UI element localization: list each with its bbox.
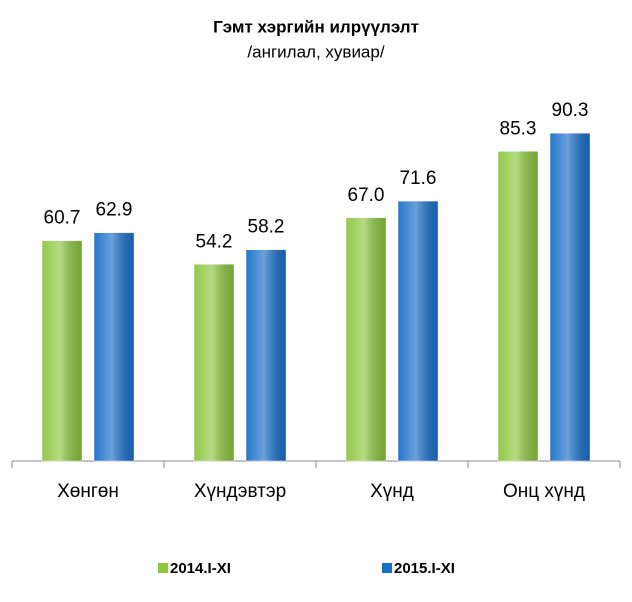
- bar-shine: [346, 217, 386, 461]
- bar-shine: [94, 232, 134, 461]
- legend-label: 2014.I-XI: [170, 560, 231, 577]
- data-label: 62.9: [96, 200, 133, 221]
- data-label: 67.0: [348, 185, 385, 206]
- x-tick-label: Онц хүнд: [503, 481, 585, 502]
- bar-shine: [246, 249, 286, 461]
- bar-shine: [42, 240, 82, 461]
- bar-shine: [498, 151, 538, 461]
- data-label: 90.3: [552, 100, 589, 121]
- bar-shine: [194, 264, 234, 461]
- x-tick-label: Хөнгөн: [57, 481, 119, 502]
- x-tick-label: Хүнд: [370, 481, 414, 502]
- legend-swatch: [158, 563, 168, 573]
- legend-label: 2015.I-XI: [394, 560, 455, 577]
- chart-title: Гэмт хэргийн илрүүлэлт: [213, 17, 419, 36]
- bar-shine: [550, 133, 590, 461]
- chart-subtitle: /ангилал, хувиар/: [247, 42, 384, 61]
- data-label: 85.3: [500, 118, 537, 139]
- data-label: 58.2: [248, 217, 285, 238]
- data-label: 71.6: [400, 168, 437, 189]
- legend-swatch: [382, 563, 392, 573]
- data-label: 60.7: [44, 208, 81, 229]
- bar-shine: [398, 201, 438, 462]
- x-tick-label: Хүндэвтэр: [194, 481, 286, 502]
- data-label: 54.2: [196, 231, 233, 252]
